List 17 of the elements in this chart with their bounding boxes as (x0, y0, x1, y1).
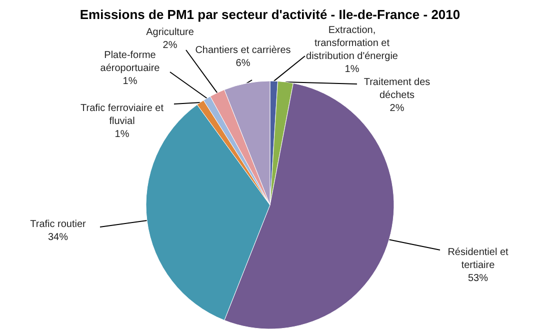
chart-title: Emissions de PM1 par secteur d'activité - Ile-de-France - 2010 (80, 7, 460, 22)
slice-label: Plate-forme aéroportuaire (100, 50, 160, 74)
data-label: 34% (48, 232, 68, 243)
slice-label: Résidentiel et tertiaire (448, 247, 509, 271)
data-label: 1% (122, 76, 138, 87)
data-label: 2% (162, 40, 178, 51)
slice-label: Chantiers et carrières (195, 45, 291, 56)
data-label: 1% (344, 64, 360, 75)
data-label: 6% (236, 58, 250, 69)
slice-label: Agriculture (146, 27, 194, 38)
data-label: 1% (114, 129, 130, 140)
slice-label: Traitement des déchets (364, 77, 430, 101)
slice-label: Trafic routier (30, 219, 87, 230)
data-label: 2% (390, 103, 404, 114)
slice-label: Trafic ferroviaire et fluvial (80, 103, 164, 127)
slice-label: Extraction, transformation et distribution d'énergie (306, 25, 398, 62)
data-label: 53% (468, 273, 488, 284)
